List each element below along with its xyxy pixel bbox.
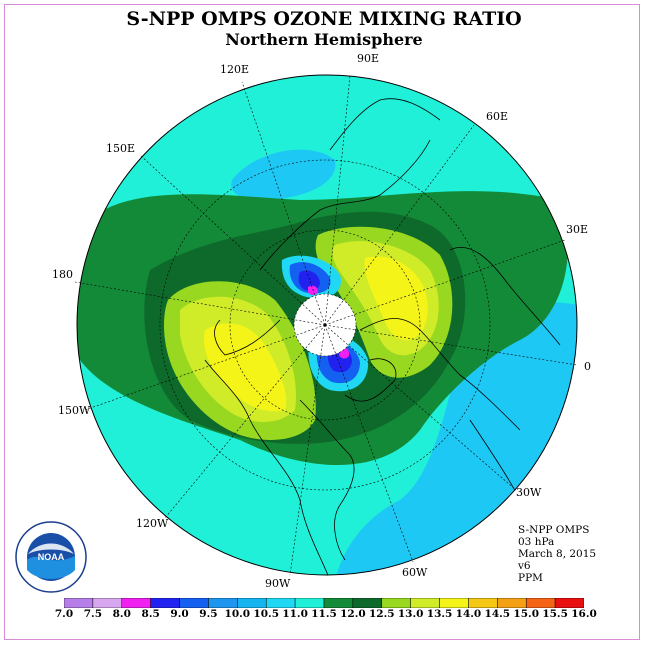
- page-frame: [4, 4, 640, 640]
- coast-siberia: [259, 139, 431, 271]
- colorbar-swatch: [150, 598, 180, 608]
- colorbar-tick-label: 10.0: [224, 608, 251, 620]
- map-subtitle: Northern Hemisphere: [225, 30, 423, 49]
- info-date: March 8, 2015: [518, 548, 597, 560]
- colorbar-tick-label: 8.0: [112, 608, 131, 620]
- colorbar-tick-label: 7.5: [83, 608, 103, 620]
- field-8-5-vortex-a: [298, 270, 320, 291]
- colorbar-swatch: [381, 598, 411, 608]
- label-180: 180: [52, 268, 73, 281]
- label-0: 0: [584, 360, 591, 373]
- meridian-60e: [324, 124, 475, 326]
- colorbar-tick-label: 16.0: [571, 608, 597, 620]
- label-90e: 90E: [357, 52, 380, 65]
- colorbar: [64, 598, 584, 608]
- field-13-5-west-core: [203, 323, 287, 412]
- colorbar-swatch: [265, 598, 296, 608]
- label-150e: 150E: [106, 142, 136, 155]
- info-level: 03 hPa: [518, 536, 555, 548]
- colorbar-swatch: [525, 598, 556, 608]
- info-instrument: S-NPP OMPS: [518, 524, 590, 536]
- colorbar-tick-label: 8.5: [141, 608, 160, 620]
- coast-north-america-west: [204, 359, 331, 575]
- coast-east-asia: [329, 98, 441, 151]
- map-title: S-NPP OMPS OZONE MIXING RATIO: [126, 8, 522, 30]
- map-boundary: [76, 74, 578, 576]
- meridian-150w: [84, 324, 326, 411]
- info-version: v6: [518, 560, 531, 572]
- coast-north-america-east: [299, 399, 355, 561]
- label-150w: 150W: [58, 404, 91, 417]
- field-13-5-east-core: [364, 256, 428, 341]
- coast-europe: [359, 318, 521, 431]
- info-block: S-NPP OMPS 03 hPa March 8, 2015 v6 PPM: [518, 524, 596, 584]
- colorbar-swatch: [179, 598, 209, 608]
- colorbar-tick-label: 14.0: [455, 608, 482, 620]
- label-30e: 30E: [566, 223, 589, 236]
- graticule: [74, 75, 578, 576]
- meridian-150e: [139, 154, 326, 326]
- info-units: PPM: [518, 572, 543, 584]
- colorbar-swatch: [294, 598, 325, 608]
- meridian-120w: [164, 324, 326, 519]
- meridian-0: [324, 324, 578, 366]
- label-90w: 90W: [265, 577, 291, 590]
- colorbar-swatch: [121, 598, 151, 608]
- colorbar-swatch: [352, 598, 383, 608]
- coast-greenland: [344, 358, 397, 402]
- label-30w: 30W: [516, 486, 542, 499]
- colorbar-swatch: [439, 598, 469, 608]
- colorbar-tick-label: 12.5: [368, 608, 395, 620]
- colorbar-swatch: [410, 598, 440, 608]
- graticule-80n: [293, 293, 357, 357]
- colorbar-swatch: [64, 598, 94, 608]
- colorbar-tick-label: 11.0: [282, 608, 308, 620]
- colorbar-tick-label: 7.0: [54, 608, 74, 620]
- noaa-logo-icon: NOAA: [15, 521, 87, 593]
- colorbar-tick-label: 9.5: [199, 608, 218, 620]
- colorbar-tick-label: 15.5: [542, 608, 568, 620]
- coast-alaska: [214, 319, 281, 356]
- colorbar-swatch: [468, 598, 498, 608]
- colorbar-swatch: [92, 598, 123, 608]
- meridian-30e: [324, 239, 566, 326]
- graticule-40n: [159, 159, 491, 491]
- colorbar-tick-label: 14.5: [484, 608, 511, 620]
- graticule-60n: [229, 229, 421, 421]
- colorbar-tick-label: 12.0: [340, 608, 366, 620]
- colorbar-swatch: [237, 598, 267, 608]
- label-120e: 120E: [220, 63, 250, 76]
- coast-asia-west: [449, 247, 561, 346]
- colorbar-tick-label: 9.0: [170, 608, 189, 620]
- colorbar-tick-label: 13.0: [397, 608, 424, 620]
- label-120w: 120W: [136, 517, 169, 530]
- field-10-5-asia: [231, 149, 336, 200]
- label-60w: 60W: [402, 566, 428, 579]
- colorbar-tick-label: 10.5: [253, 608, 280, 620]
- colorbar-swatch: [208, 598, 238, 608]
- meridian-90e: [324, 75, 351, 326]
- colorbar-swatch: [554, 598, 584, 608]
- colorbar-swatch: [497, 598, 527, 608]
- meridian-120e: [241, 81, 326, 326]
- colorbar-tick-label: 15.0: [513, 608, 540, 620]
- colorbar-tick-label: 11.5: [311, 608, 337, 620]
- colorbar-tick-label: 13.5: [426, 608, 453, 620]
- colorbar-swatch: [323, 598, 354, 608]
- logo-text: NOAA: [38, 552, 65, 562]
- label-60e: 60E: [486, 110, 509, 123]
